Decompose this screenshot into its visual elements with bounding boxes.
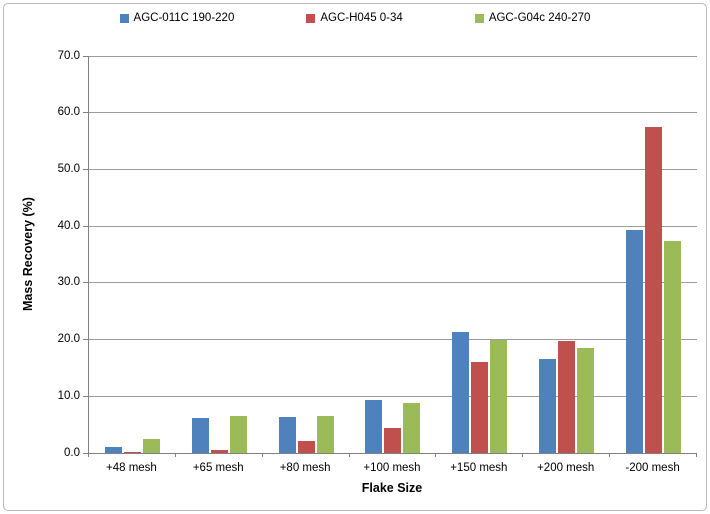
x-tick [348,453,350,457]
bar [664,241,682,453]
y-tick [83,395,88,397]
legend-item: AGC-H045 0-34 [306,12,403,24]
legend-label: AGC-H045 0-34 [320,12,403,24]
y-tick-label: 30.0 [57,276,80,289]
y-tick [83,225,88,227]
x-tick [261,453,263,457]
legend-item: AGC-G04c 240-270 [474,12,591,24]
x-tick-label: +150 mesh [450,462,508,474]
chart-legend: AGC-011C 190-220 AGC-H045 0-34 AGC-G04c 24… [0,12,710,24]
legend-label: AGC-G04c 240-270 [488,12,591,24]
bar [645,127,663,453]
gridline [89,112,697,114]
x-tick-label: +100 mesh [363,462,421,474]
y-tick-label: 60.0 [57,106,80,119]
bar [123,452,141,453]
x-tick [609,453,611,457]
y-tick-label: 40.0 [57,219,80,232]
bar [626,229,644,453]
bar-group [436,56,523,453]
bar [210,449,228,453]
x-tick [522,453,524,457]
y-axis-title: Mass Recovery (%) [21,197,35,311]
bar [297,441,315,453]
x-tick-label: +200 mesh [537,462,595,474]
legend-item: AGC-011C 190-220 [119,12,235,24]
legend-swatch-icon [474,13,484,23]
legend-swatch-icon [306,13,316,23]
bar-group [350,56,437,453]
bar [191,418,209,453]
x-tick-label: -200 mesh [625,462,680,474]
y-tick [83,55,88,57]
gridline [89,225,697,227]
y-tick [83,339,88,341]
bar [403,402,421,453]
bar [278,417,296,453]
y-tick [83,168,88,170]
bar [577,347,595,453]
bar [471,362,489,453]
y-tick-label: 0.0 [64,446,80,459]
y-tick-label: 20.0 [57,333,80,346]
x-tick [696,453,697,457]
bar-group [89,56,176,453]
y-tick [83,452,88,454]
gridline [89,339,697,341]
bar [539,359,557,453]
bar [365,399,383,453]
bar [104,447,122,453]
legend-swatch-icon [119,13,129,23]
bar-group [523,56,610,453]
gridline [89,55,697,57]
plot-area [88,55,697,454]
y-tick-label: 70.0 [57,49,80,62]
bar-group [610,56,697,453]
bar [142,439,160,453]
gridline [89,395,697,397]
bar [490,339,508,453]
y-tick [83,112,88,114]
y-tick [83,282,88,284]
x-tick-label: +48 mesh [106,462,157,474]
bar [316,415,334,453]
bar [558,341,576,453]
bar [452,331,470,453]
bar [384,428,402,453]
x-tick-label: +65 mesh [192,462,244,474]
x-tick [435,453,437,457]
bar-group [176,56,263,453]
y-tick-label: 50.0 [57,162,80,175]
bar [229,415,247,453]
bar-group [263,56,350,453]
x-axis-title: Flake Size [361,481,423,495]
gridline [89,168,697,170]
x-tick [174,453,176,457]
gridline [89,282,697,284]
legend-label: AGC-011C 190-220 [133,12,235,24]
x-tick-label: +80 mesh [279,462,331,474]
x-tick [88,453,89,457]
y-tick-label: 10.0 [57,389,80,402]
